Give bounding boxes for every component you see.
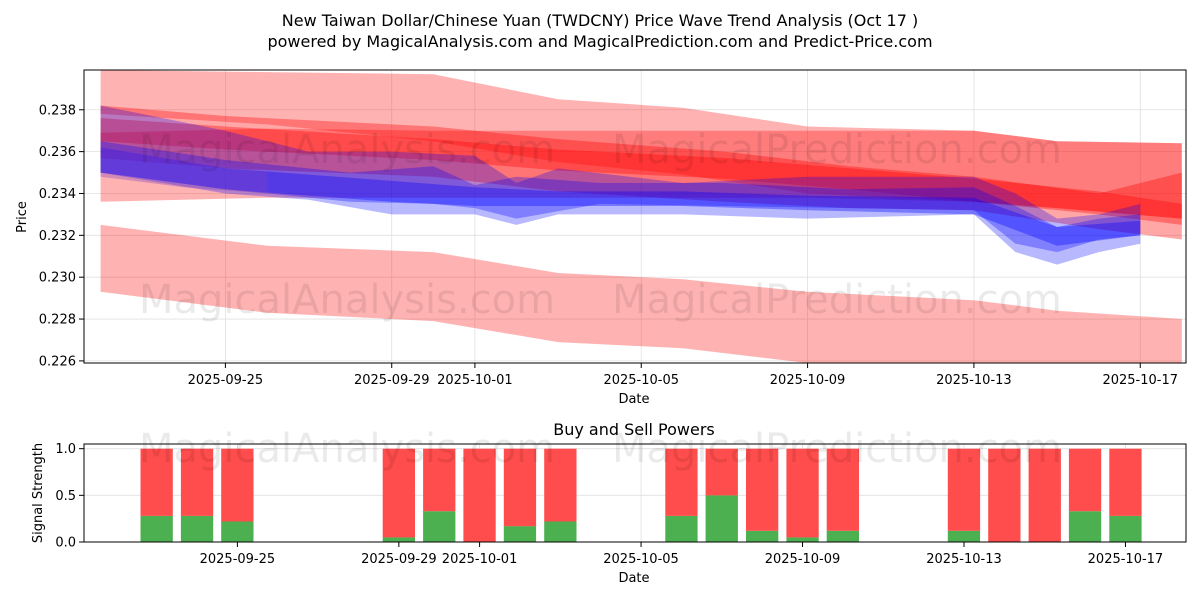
- power-bars: [140, 448, 1142, 542]
- buy-bar: [140, 515, 173, 542]
- buy-bar: [423, 511, 456, 542]
- sell-bar: [746, 448, 779, 531]
- power-y-tick-label: 1.0: [55, 442, 76, 457]
- sell-bar: [382, 448, 415, 538]
- price-x-axis: 2025-09-25 2025-09-29 2025-10-01 2025-10-05…: [188, 363, 1178, 388]
- power-x-axis: 2025-09-25 2025-09-29 2025-10-01 2025-10-05…: [200, 542, 1164, 567]
- sell-bar: [463, 448, 496, 542]
- purple-wave-band-8: [100, 141, 267, 194]
- blue-wave-band-5: [100, 105, 1141, 265]
- red-wave-band-4: [100, 118, 1182, 225]
- power-x-tick-label: 2025-09-25: [200, 552, 276, 567]
- sell-bar: [1109, 448, 1142, 516]
- watermark-left: MagicalAnalysis.com: [139, 127, 555, 173]
- price-y-tick-label: 0.238: [39, 103, 76, 118]
- power-y-axis: 0.0 0.5 1.0: [55, 442, 84, 551]
- price-y-tick-label: 0.236: [39, 145, 76, 160]
- figure-title-line1: New Taiwan Dollar/Chinese Yuan (TWDCNY) …: [282, 11, 918, 30]
- power-x-tick-label: 2025-10-05: [603, 552, 679, 567]
- price-plot-frame: [83, 69, 1187, 364]
- price-x-tick-label: 2025-10-05: [603, 373, 679, 388]
- buy-bar: [544, 521, 577, 542]
- sell-bar: [140, 448, 173, 516]
- sell-bar: [503, 448, 537, 527]
- power-y-tick-label: 0.0: [55, 536, 76, 551]
- sell-bar: [988, 448, 1021, 542]
- price-x-tick-label: 2025-09-29: [354, 373, 430, 388]
- red-wave-band-3: [100, 105, 1182, 240]
- watermark-right: MagicalPrediction.com: [612, 127, 1062, 173]
- price-y-tick-label: 0.228: [39, 313, 76, 328]
- buy-bar: [705, 495, 738, 542]
- price-x-tick-label: 2025-10-17: [1102, 373, 1178, 388]
- watermark-right-2: MagicalPrediction.com: [612, 277, 1062, 323]
- buy-bar: [786, 537, 819, 542]
- sell-bar: [705, 448, 738, 496]
- watermark-left-2: MagicalAnalysis.com: [139, 277, 555, 323]
- price-y-tick-label: 0.230: [39, 271, 76, 286]
- sell-bar: [1068, 448, 1102, 512]
- watermark-right-3: MagicalPrediction.com: [612, 426, 1062, 472]
- buy-sell-powers-chart: Buy and Sell Powers MagicalAnalysis.com …: [31, 420, 1187, 586]
- price-x-tick-label: 2025-10-09: [770, 373, 846, 388]
- sell-bar: [826, 448, 859, 531]
- price-x-tick-label: 2025-10-01: [437, 373, 513, 388]
- power-x-tick-label: 2025-09-29: [361, 552, 437, 567]
- sell-bar: [947, 448, 981, 531]
- sell-bar: [221, 448, 254, 522]
- sell-bar: [423, 448, 456, 512]
- sell-bar: [786, 448, 819, 538]
- price-y-tick-label: 0.232: [39, 229, 76, 244]
- buy-bar: [665, 515, 698, 542]
- red-wave-band-0: [100, 70, 1182, 219]
- buy-bar: [180, 515, 214, 542]
- power-x-tick-label: 2025-10-13: [926, 552, 1002, 567]
- buy-sell-title: Buy and Sell Powers: [553, 420, 715, 439]
- buy-bar: [1068, 511, 1102, 542]
- price-x-label: Date: [618, 392, 649, 407]
- price-y-tick-label: 0.234: [39, 187, 76, 202]
- buy-bar: [826, 530, 859, 542]
- price-x-tick-label: 2025-09-25: [188, 373, 264, 388]
- price-y-axis: 0.226 0.228 0.230 0.232 0.234 0.236 0.238: [39, 103, 84, 369]
- price-grid: [84, 70, 1186, 363]
- sell-bar: [544, 448, 577, 522]
- blue-wave-band-7: [100, 147, 1141, 246]
- price-bands: [100, 70, 1182, 363]
- buy-bar: [382, 537, 415, 542]
- power-x-tick-label: 2025-10-01: [442, 552, 518, 567]
- power-y-label: Signal Strength: [31, 443, 46, 543]
- power-y-tick-label: 0.5: [55, 489, 76, 504]
- buy-bar: [947, 530, 981, 542]
- sell-bar: [665, 448, 698, 516]
- power-x-tick-label: 2025-10-17: [1088, 552, 1164, 567]
- blue-wave-band-6: [100, 141, 1141, 253]
- power-plot-frame: [83, 443, 1187, 543]
- sell-bar: [180, 448, 214, 516]
- price-y-label: Price: [15, 201, 30, 233]
- figure-title-line2: powered by MagicalAnalysis.com and Magic…: [267, 32, 932, 51]
- price-x-tick-label: 2025-10-13: [936, 373, 1012, 388]
- price-wave-chart: MagicalAnalysis.com MagicalPrediction.co…: [15, 69, 1187, 407]
- buy-bar: [1109, 515, 1142, 542]
- price-bands-clip: [100, 70, 1182, 363]
- buy-bar: [503, 526, 537, 542]
- red-wave-band-1: [100, 128, 1182, 219]
- price-y-tick-label: 0.226: [39, 354, 76, 369]
- price-plot-area: [84, 70, 1186, 363]
- power-x-tick-label: 2025-10-09: [765, 552, 841, 567]
- power-x-label: Date: [618, 571, 649, 586]
- buy-bar: [221, 521, 254, 542]
- red-wave-band-2: [100, 224, 1182, 363]
- buy-bar: [746, 530, 779, 542]
- sell-bar: [1028, 448, 1061, 542]
- watermark-left-3: MagicalAnalysis.com: [139, 426, 555, 472]
